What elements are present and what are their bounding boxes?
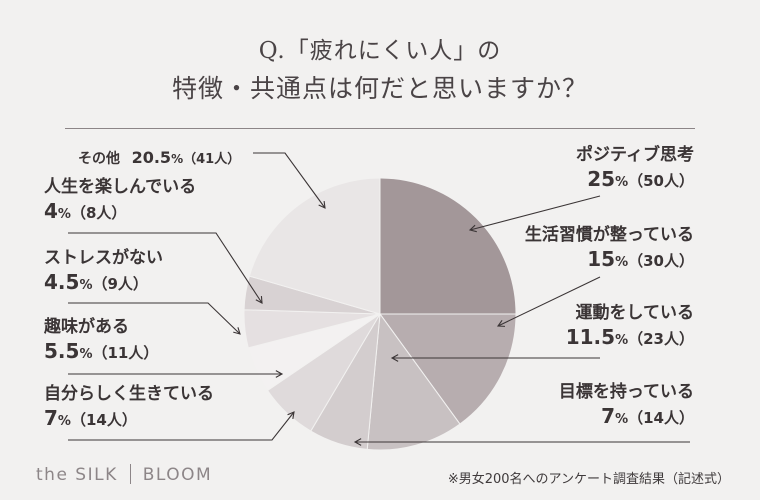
slice-percent: 7 — [44, 406, 58, 430]
label-enjoying-life: 人生を楽しんでいる 4%（8人） — [44, 177, 197, 223]
slice-count: 14 — [643, 409, 664, 427]
leader-line-7 — [68, 232, 263, 304]
slice-name: 生活習慣が整っている — [524, 225, 694, 245]
slice-percent: 25 — [587, 167, 616, 191]
brand-logo: the SILK BLOOM — [36, 464, 212, 485]
slice-name: 人生を楽しんでいる — [44, 177, 197, 197]
slice-percent: 5.5 — [44, 339, 80, 363]
slice-count: 14 — [85, 411, 107, 429]
leader-arrow-7 — [255, 295, 263, 304]
label-no-stress: ストレスがない 4.5%（9人） — [44, 248, 163, 294]
pie-slice-0 — [379, 177, 517, 315]
slice-count: 9 — [107, 275, 118, 293]
slice-percent: 11.5 — [565, 325, 616, 349]
chart-title-line-1: Q.「疲れにくい人」の — [258, 38, 502, 64]
leader-arrow-3 — [353, 438, 362, 446]
slice-count: 41 — [196, 152, 215, 167]
brand-right: BLOOM — [142, 465, 213, 485]
slice-count: 8 — [85, 204, 97, 222]
leader-arrow-1 — [496, 319, 506, 327]
leader-line-0 — [469, 195, 601, 231]
chart-title-line-2: 特徴・共通点は何だと思いますか？ — [171, 74, 588, 103]
leader-arrow-8 — [318, 200, 326, 209]
slice-count: 30 — [643, 252, 664, 270]
label-positive-thinking: ポジティブ思考 25%（50人） — [576, 145, 694, 191]
leader-arrow-2 — [390, 354, 399, 362]
slice-percent: 7 — [601, 404, 616, 428]
slice-count: 23 — [643, 330, 664, 348]
survey-footnote: ※男女200名へのアンケート調査結果（記述式） — [447, 472, 730, 487]
slice-count: 11 — [107, 344, 129, 362]
slice-percent: 4 — [44, 199, 58, 223]
slice-name: その他 — [78, 151, 120, 167]
slice-name: 趣味がある — [44, 317, 129, 337]
leader-line-8 — [253, 152, 326, 209]
slice-name: ストレスがない — [44, 248, 163, 268]
leader-line-4 — [68, 411, 295, 441]
label-hobby: 趣味がある 5.5%（11人） — [44, 317, 159, 363]
slice-name: 自分らしく生きている — [44, 384, 214, 404]
brand-left: the SILK — [36, 465, 118, 485]
pie-slice-8 — [248, 177, 381, 315]
label-other: その他 20.5%（41人） — [78, 148, 241, 167]
slice-count: 50 — [643, 172, 664, 190]
label-exercising: 運動をしている 11.5%（23人） — [565, 303, 695, 349]
slice-name: ポジティブ思考 — [576, 145, 694, 165]
leader-arrow-6 — [233, 327, 241, 335]
slice-percent: 4.5 — [44, 270, 80, 294]
title-divider — [65, 128, 695, 129]
label-living-true-self: 自分らしく生きている 7%（14人） — [44, 384, 214, 430]
leader-arrow-0 — [468, 224, 477, 233]
slice-percent: 20.5 — [131, 148, 172, 167]
leader-line-1 — [497, 276, 601, 327]
slice-name: 運動をしている — [575, 303, 695, 323]
pie-slice-2 — [366, 312, 461, 451]
leader-arrow-4 — [287, 411, 295, 419]
slice-percent: 15 — [587, 247, 616, 271]
leader-arrow-5 — [275, 370, 284, 378]
slice-name: 目標を持っている — [558, 382, 694, 402]
pie-slice-1 — [379, 313, 517, 425]
label-regular-lifestyle: 生活習慣が整っている 15%（30人） — [524, 225, 694, 271]
leader-line-6 — [68, 302, 241, 335]
label-having-goals: 目標を持っている 7%（14人） — [558, 382, 694, 428]
